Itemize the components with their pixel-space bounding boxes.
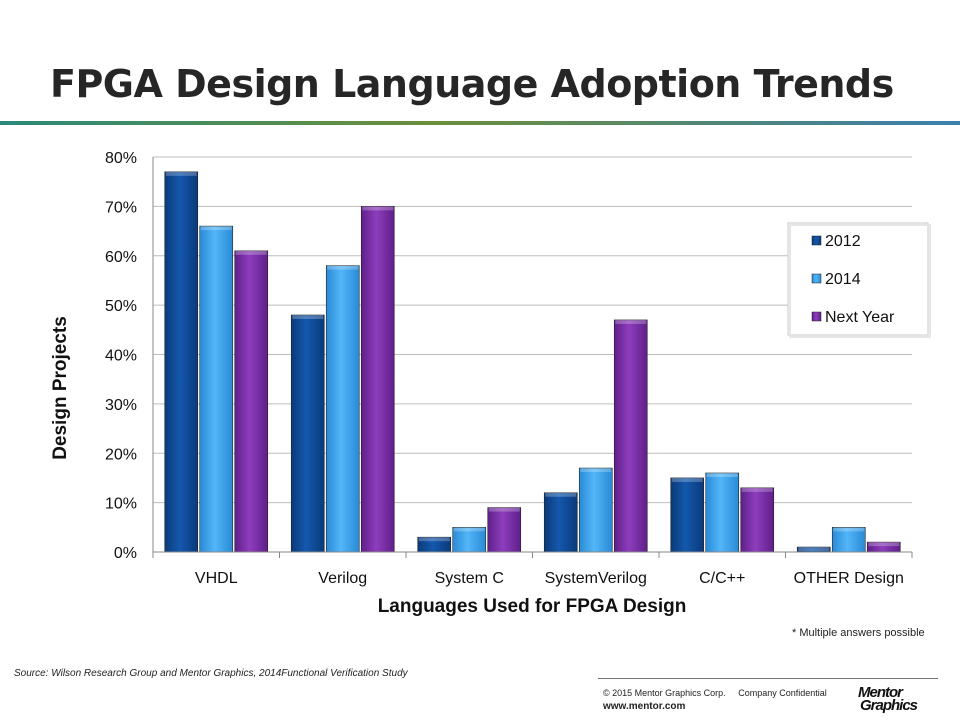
bar-highlight <box>833 527 865 532</box>
x-tick-label: SystemVerilog <box>545 570 647 587</box>
gridlines <box>153 156 912 504</box>
bar-highlight <box>453 527 485 532</box>
legend-label: 2012 <box>825 233 861 250</box>
bar-highlight <box>868 542 900 547</box>
y-tick-label: 50% <box>105 298 137 315</box>
bar-next-year-systemverilog <box>613 319 648 553</box>
legend-swatch <box>811 235 822 246</box>
y-tick-label: 30% <box>105 397 137 414</box>
legend-shadow <box>789 224 931 338</box>
bar-2014-other-design <box>831 527 866 553</box>
legend-label: 2014 <box>825 271 861 288</box>
y-tick-label: 10% <box>105 496 137 513</box>
bar-next-year-vhdl <box>234 250 269 553</box>
bar-highlight <box>798 547 830 552</box>
bar-highlight <box>418 537 450 542</box>
y-tick-label: 60% <box>105 249 137 266</box>
bar-highlight <box>327 265 359 270</box>
legend-swatch <box>811 311 822 322</box>
y-tick-label: 40% <box>105 348 137 365</box>
legend-label: Next Year <box>825 309 895 326</box>
legend-swatch <box>811 273 822 284</box>
bar-highlight <box>706 473 738 477</box>
company-logo: Mentor Graphics <box>858 684 918 714</box>
bar-2012-vhdl <box>164 171 199 553</box>
bar-2014-vhdl <box>199 225 234 553</box>
source-note: Source: Wilson Research Group and Mentor… <box>14 668 408 679</box>
bar-highlight <box>200 226 232 231</box>
y-tick-label: 20% <box>105 446 137 463</box>
bar-highlight <box>615 319 647 324</box>
bar-2012-systemverilog <box>543 492 578 553</box>
legend-box <box>787 222 929 336</box>
bar-highlight <box>741 487 773 492</box>
y-tick-label: 70% <box>105 199 137 216</box>
bar-highlight <box>488 507 520 512</box>
title-divider <box>0 121 960 125</box>
footer-divider <box>598 678 938 679</box>
bar-2014-verilog <box>325 265 360 553</box>
y-tick-label: 80% <box>105 150 137 167</box>
bar-highlight <box>235 250 267 255</box>
bar-next-year-c-c- <box>740 487 775 553</box>
axes: 0% 10% 20% 30% 40% 50% 60% 70% 80% VHDL Verilog Sys… <box>105 150 913 587</box>
slide-title: FPGA Design Language Adoption Trends <box>50 62 894 106</box>
copyright-text: © 2015 Mentor Graphics Corp. Company Con… <box>603 688 827 698</box>
bar-highlight <box>671 477 703 482</box>
bar-highlight <box>362 206 394 211</box>
y-axis-label: Design Projects <box>50 316 71 460</box>
bar-highlight <box>165 171 197 176</box>
bar-highlight <box>545 492 577 497</box>
bar-2014-c-c- <box>705 472 740 553</box>
x-tick-label: System C <box>435 570 504 587</box>
footnote: * Multiple answers possible <box>792 627 925 639</box>
bar-2012-verilog <box>290 314 325 553</box>
x-tick-label: OTHER Design <box>794 570 904 587</box>
website-link[interactable]: www.mentor.com <box>603 701 686 712</box>
bar-2014-systemverilog <box>578 467 613 553</box>
bar-highlight <box>292 315 324 319</box>
bar-next-year-system-c <box>487 507 522 553</box>
y-tick-label: 0% <box>114 545 137 562</box>
bar-2012-c-c- <box>670 477 705 553</box>
x-tick-label: Verilog <box>318 570 367 587</box>
x-axis-label: Languages Used for FPGA Design <box>378 596 687 617</box>
legend: 2012 2014 Next Year <box>787 222 931 338</box>
bar-highlight <box>580 468 612 473</box>
bar-next-year-verilog <box>360 206 395 553</box>
x-tick-label: C/C++ <box>699 570 745 587</box>
x-tick-label: VHDL <box>195 570 238 587</box>
bars <box>164 171 901 553</box>
